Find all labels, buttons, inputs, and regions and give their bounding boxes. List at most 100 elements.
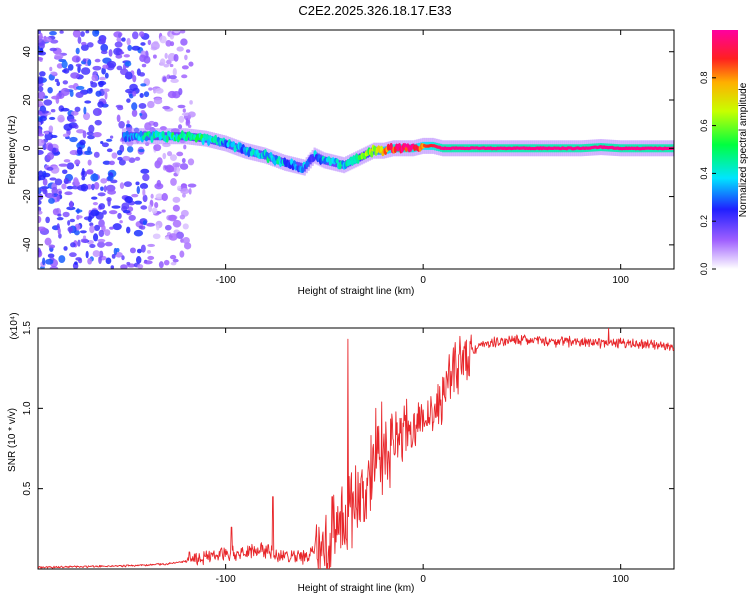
- spectrogram-noise-cell: [182, 237, 190, 244]
- spectrogram-noise-cell: [44, 237, 52, 246]
- spectrogram-noise-cell: [115, 104, 124, 109]
- spectrogram-noise-cell: [111, 152, 118, 159]
- spectrogram-x-tick-label: -100: [216, 275, 236, 286]
- spectrogram-noise-cell: [86, 88, 93, 94]
- spectrogram-noise-cell: [125, 226, 131, 234]
- spectrogram-y-tick-label: 40: [22, 46, 33, 58]
- spectrogram-noise-cell: [93, 233, 99, 242]
- spectrogram-noise-cell: [140, 168, 150, 174]
- spectrogram-noise-cell: [176, 166, 180, 175]
- spectrogram-noise-cell: [156, 157, 163, 166]
- spectrogram-panel: -100 0 100 -40 -20 0 20 40 Height of straight …: [7, 29, 675, 297]
- spectrogram-noise-cell: [98, 256, 102, 264]
- spectrogram-noise-cell: [168, 75, 177, 80]
- spectrogram-y-ticks: -40 -20 0 20 40: [22, 46, 674, 252]
- spectrogram-noise-cell: [147, 39, 152, 46]
- spectrogram-noise-cell: [92, 202, 99, 206]
- spectrogram-noise-cell: [188, 187, 192, 195]
- spectrogram-noise-cell: [155, 193, 164, 200]
- colorbar-tick-label: 0.6: [699, 119, 709, 132]
- spectrogram-noise-cell: [50, 71, 57, 75]
- spectrogram-noise-cell: [87, 159, 92, 166]
- spectrogram-noise-cell: [131, 45, 141, 51]
- snr-x-axis-label: Height of straight line (km): [298, 583, 415, 594]
- snr-x-ticks: -100 0 100: [216, 328, 629, 585]
- spectrogram-noise-cell: [121, 202, 130, 210]
- colorbar-ticks: 0.0 0.2 0.4 0.6 0.8: [699, 72, 716, 275]
- spectrogram-noise-cell: [82, 130, 87, 139]
- spectrogram-noise-cell: [62, 169, 68, 174]
- spectrogram-noise-cell: [189, 100, 193, 105]
- spectrogram-noise-cell: [138, 225, 143, 230]
- spectrogram-noise-cell: [115, 251, 123, 258]
- spectrogram-noise-cell: [85, 30, 90, 34]
- spectrogram-noise-cell: [76, 208, 80, 214]
- spectrogram-noise-cell: [59, 30, 64, 34]
- spectrogram-noise-cell: [82, 235, 87, 239]
- spectrogram-noise-cell: [77, 36, 82, 44]
- spectrogram-noise-cell: [123, 181, 132, 187]
- spectrogram-noise-cell: [70, 72, 80, 79]
- snr-frame: [37, 327, 675, 570]
- spectrogram-ridge-cell: [389, 142, 393, 150]
- spectrogram-noise-cell: [123, 54, 130, 58]
- spectrogram-noise-cell: [85, 250, 89, 259]
- spectrogram-noise-cell: [80, 31, 85, 37]
- colorbar-tick-label: 0.2: [699, 215, 709, 228]
- spectrogram-noise-cell: [100, 140, 104, 145]
- spectrogram-ridge-cell: [301, 166, 305, 174]
- spectrogram-noise-cell: [147, 100, 155, 109]
- spectrogram-noise-cell: [163, 63, 170, 68]
- spectrogram-noise-cell: [168, 233, 178, 241]
- spectrogram-noise-cell: [38, 149, 44, 155]
- spectrogram-noise-cell: [111, 205, 121, 209]
- spectrogram-noise-cell: [175, 231, 184, 239]
- spectrogram-noise-cell: [100, 43, 109, 52]
- spectrogram-noise-cell: [92, 65, 102, 71]
- spectrogram-noise-cell: [61, 60, 68, 69]
- spectrogram-noise-cell: [94, 119, 102, 126]
- spectrogram-noise-cell: [63, 177, 69, 185]
- spectrogram-y-tick-label: -40: [22, 237, 33, 252]
- spectrogram-noise-cell: [133, 229, 144, 237]
- spectrogram-noise-cell: [81, 175, 86, 181]
- spectrogram-noise-cell: [182, 223, 189, 230]
- spectrogram-noise-cell: [38, 226, 46, 232]
- spectrogram-noise-cell: [147, 243, 155, 247]
- spectrogram-noise-cell: [93, 182, 100, 190]
- spectrogram-noise-cell: [126, 37, 131, 46]
- spectrogram-noise-cell: [142, 194, 148, 203]
- spectrogram-noise-cell: [178, 115, 185, 123]
- spectrogram-noise-cell: [101, 67, 106, 75]
- spectrogram-noise-cell: [138, 148, 145, 153]
- spectrogram-noise-cell: [147, 255, 155, 261]
- spectrogram-noise-cell: [49, 116, 56, 120]
- spectrogram-noise-cell: [136, 248, 142, 254]
- spectrogram-noise-cell: [38, 175, 46, 181]
- spectrogram-noise-cell: [38, 206, 42, 212]
- spectrogram-ridge-cell: [144, 136, 149, 142]
- spectrogram-noise-cell: [139, 93, 144, 98]
- spectrogram-noise-cell: [69, 150, 79, 156]
- spectrogram-noise-cell: [56, 81, 61, 87]
- spectrogram-noise-cell: [146, 249, 151, 254]
- spectrogram-noise-cell: [119, 182, 125, 190]
- spectrogram-noise-cell: [187, 124, 192, 129]
- spectrogram-noise-cell: [117, 212, 122, 219]
- spectrogram-noise-cell: [154, 202, 159, 209]
- spectrogram-noise-cell: [38, 91, 46, 100]
- spectrogram-ridge-cell: [327, 156, 331, 162]
- snr-y-tick-label: 1.0: [22, 401, 33, 415]
- spectrogram-noise-cell: [38, 51, 47, 56]
- spectrogram-noise-cell: [138, 72, 146, 77]
- spectrogram-noise-cell: [46, 152, 55, 160]
- spectrogram-noise-cell: [172, 219, 182, 228]
- spectrogram-ridge-cell: [350, 159, 355, 166]
- colorbar-gradient: [712, 30, 738, 269]
- spectrogram-noise-cell: [106, 197, 112, 202]
- spectrogram-noise-cell: [148, 204, 153, 213]
- spectrogram-speckle: [38, 30, 197, 269]
- spectrogram-noise-cell: [69, 218, 76, 223]
- spectrogram-noise-cell: [132, 90, 137, 97]
